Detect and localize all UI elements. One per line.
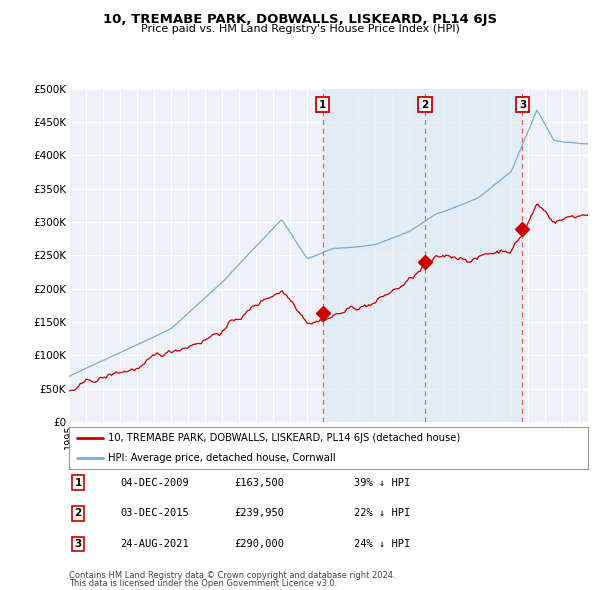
Text: 04-DEC-2009: 04-DEC-2009 xyxy=(120,478,189,487)
Text: 3: 3 xyxy=(74,539,82,549)
Text: 1: 1 xyxy=(319,100,326,110)
Text: Contains HM Land Registry data © Crown copyright and database right 2024.: Contains HM Land Registry data © Crown c… xyxy=(69,571,395,579)
Text: 22% ↓ HPI: 22% ↓ HPI xyxy=(354,509,410,518)
Text: 39% ↓ HPI: 39% ↓ HPI xyxy=(354,478,410,487)
Text: Price paid vs. HM Land Registry's House Price Index (HPI): Price paid vs. HM Land Registry's House … xyxy=(140,24,460,34)
Text: 24% ↓ HPI: 24% ↓ HPI xyxy=(354,539,410,549)
Text: £239,950: £239,950 xyxy=(234,509,284,518)
Text: 2: 2 xyxy=(74,509,82,518)
Text: 24-AUG-2021: 24-AUG-2021 xyxy=(120,539,189,549)
Text: 10, TREMABE PARK, DOBWALLS, LISKEARD, PL14 6JS: 10, TREMABE PARK, DOBWALLS, LISKEARD, PL… xyxy=(103,13,497,26)
Text: £290,000: £290,000 xyxy=(234,539,284,549)
Bar xyxy=(425,88,523,422)
Text: 10, TREMABE PARK, DOBWALLS, LISKEARD, PL14 6JS (detached house): 10, TREMABE PARK, DOBWALLS, LISKEARD, PL… xyxy=(108,434,460,444)
Bar xyxy=(323,88,425,422)
Text: 3: 3 xyxy=(519,100,526,110)
Text: This data is licensed under the Open Government Licence v3.0.: This data is licensed under the Open Gov… xyxy=(69,579,337,588)
Text: £163,500: £163,500 xyxy=(234,478,284,487)
Text: HPI: Average price, detached house, Cornwall: HPI: Average price, detached house, Corn… xyxy=(108,454,335,463)
Text: 03-DEC-2015: 03-DEC-2015 xyxy=(120,509,189,518)
Text: 1: 1 xyxy=(74,478,82,487)
Text: 2: 2 xyxy=(421,100,428,110)
